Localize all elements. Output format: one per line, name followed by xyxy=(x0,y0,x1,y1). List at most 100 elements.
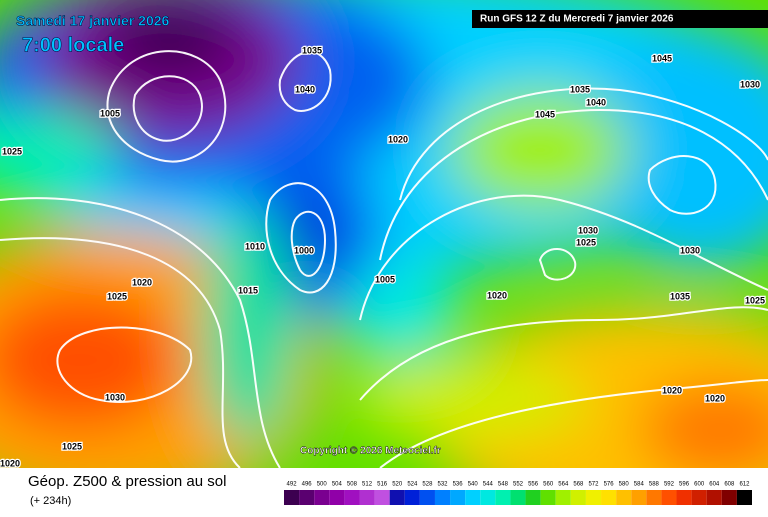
isobar-label: 1020 xyxy=(705,393,725,403)
colorbar-label: 548 xyxy=(498,482,509,488)
colorbar-swatch xyxy=(721,490,737,505)
isobar-label: 1030 xyxy=(740,79,760,89)
colorbar-label: 612 xyxy=(739,482,750,488)
colorbar-swatch xyxy=(525,490,541,505)
colorbar-label: 516 xyxy=(377,482,388,488)
colorbar-label: 528 xyxy=(422,482,433,488)
colorbar-swatch xyxy=(284,490,300,505)
isobar-label: 1045 xyxy=(652,53,672,63)
colorbar-swatch xyxy=(510,490,526,505)
isobar-label: 1030 xyxy=(578,225,598,235)
isobar-label: 1005 xyxy=(100,108,120,118)
isobar-label: 1000 xyxy=(294,245,314,255)
colorbar-swatch xyxy=(314,490,330,505)
isobar-label: 1045 xyxy=(535,109,555,119)
colorbar-swatch xyxy=(374,490,390,505)
isobar-label: 1025 xyxy=(745,295,765,305)
colorbar-label: 560 xyxy=(543,482,554,488)
footer-lead: (+ 234h) xyxy=(30,495,71,507)
colorbar-swatch xyxy=(676,490,692,505)
forecast-time: 7:00 locale xyxy=(22,34,124,56)
colorbar-swatch xyxy=(495,490,511,505)
colorbar-swatch xyxy=(329,490,345,505)
colorbar-swatch xyxy=(540,490,556,505)
isobar-label: 1025 xyxy=(576,237,596,247)
colorbar-swatch xyxy=(465,490,481,505)
colorbar-label: 592 xyxy=(664,482,675,488)
colorbar-label: 556 xyxy=(528,482,539,488)
isobar-label: 1035 xyxy=(302,45,322,55)
colorbar-label: 512 xyxy=(362,482,373,488)
colorbar-swatch xyxy=(616,490,632,505)
isobar-label: 1030 xyxy=(680,245,700,255)
colorbar-swatch xyxy=(601,490,617,505)
colorbar-swatch xyxy=(631,490,647,505)
isobar-label: 1020 xyxy=(0,458,20,468)
isobar-label: 1015 xyxy=(238,285,258,295)
forecast-date: Samedi 17 janvier 2026 xyxy=(16,13,170,29)
colorbar-swatch xyxy=(480,490,496,505)
isobar-label: 1020 xyxy=(132,277,152,287)
footer-title: Géop. Z500 & pression au sol xyxy=(28,473,226,490)
colorbar-swatch xyxy=(706,490,722,505)
run-info: Run GFS 12 Z du Mercredi 7 janvier 2026 xyxy=(480,14,674,25)
colorbar-label: 500 xyxy=(317,482,328,488)
colorbar-label: 544 xyxy=(483,482,494,488)
colorbar: 492 496 500 504 508 512 516 520 524 528 532 536 540 5… xyxy=(284,482,752,505)
colorbar-swatch xyxy=(404,490,420,505)
isobar-label: 1020 xyxy=(662,385,682,395)
isobar-label: 1040 xyxy=(295,84,315,94)
colorbar-label: 608 xyxy=(724,482,735,488)
colorbar-label: 552 xyxy=(513,482,524,488)
isobar-label: 1035 xyxy=(570,84,590,94)
colorbar-swatch xyxy=(344,490,360,505)
colorbar-label: 596 xyxy=(679,482,690,488)
colorbar-swatch xyxy=(389,490,405,505)
colorbar-swatch xyxy=(570,490,586,505)
colorbar-swatch xyxy=(359,490,375,505)
isobar-label: 1020 xyxy=(388,134,408,144)
colorbar-swatch xyxy=(736,490,752,505)
colorbar-swatch xyxy=(585,490,602,505)
colorbar-swatch xyxy=(450,490,466,505)
colorbar-label: 572 xyxy=(588,482,599,488)
colorbar-label: 520 xyxy=(392,482,403,488)
colorbar-label: 496 xyxy=(302,482,313,488)
isobar-label: 1035 xyxy=(670,291,690,301)
colorbar-label: 504 xyxy=(332,482,343,488)
colorbar-label: 604 xyxy=(709,482,720,488)
isobar-label: 1025 xyxy=(62,441,82,451)
colorbar-label: 508 xyxy=(347,482,358,488)
isobar-label: 1025 xyxy=(107,291,127,301)
isobar-labels: 1025 1025 1020 1030 1025 1020 1010 1015 1000 1005… xyxy=(0,44,766,470)
run-banner xyxy=(472,10,768,28)
colorbar-swatch xyxy=(434,490,451,505)
colorbar-label: 524 xyxy=(407,482,418,488)
colorbar-swatch xyxy=(555,490,571,505)
isobar-label: 1025 xyxy=(2,146,22,156)
colorbar-label: 492 xyxy=(287,482,298,488)
isobar-label: 1020 xyxy=(487,290,507,300)
colorbar-label: 584 xyxy=(634,482,645,488)
colorbar-swatch xyxy=(691,490,707,505)
colorbar-label: 532 xyxy=(438,482,449,488)
isobar-label: 1040 xyxy=(586,97,606,107)
colorbar-swatch xyxy=(419,490,435,505)
colorbar-label: 576 xyxy=(604,482,615,488)
colorbar-label: 536 xyxy=(453,482,464,488)
isobar-label: 1010 xyxy=(245,241,265,251)
colorbar-label: 600 xyxy=(694,482,705,488)
colorbar-swatch xyxy=(661,490,677,505)
colorbar-label: 564 xyxy=(558,482,569,488)
isobar-label: 1005 xyxy=(375,274,395,284)
colorbar-label: 580 xyxy=(619,482,630,488)
isobar-label: 1030 xyxy=(105,392,125,402)
colorbar-swatch xyxy=(646,490,662,505)
colorbar-label: 540 xyxy=(468,482,479,488)
colorbar-swatch xyxy=(299,490,315,505)
colorbar-label: 588 xyxy=(649,482,660,488)
copyright: Copyright © 2026 Meteociel.fr xyxy=(300,446,441,457)
colorbar-label: 568 xyxy=(573,482,584,488)
